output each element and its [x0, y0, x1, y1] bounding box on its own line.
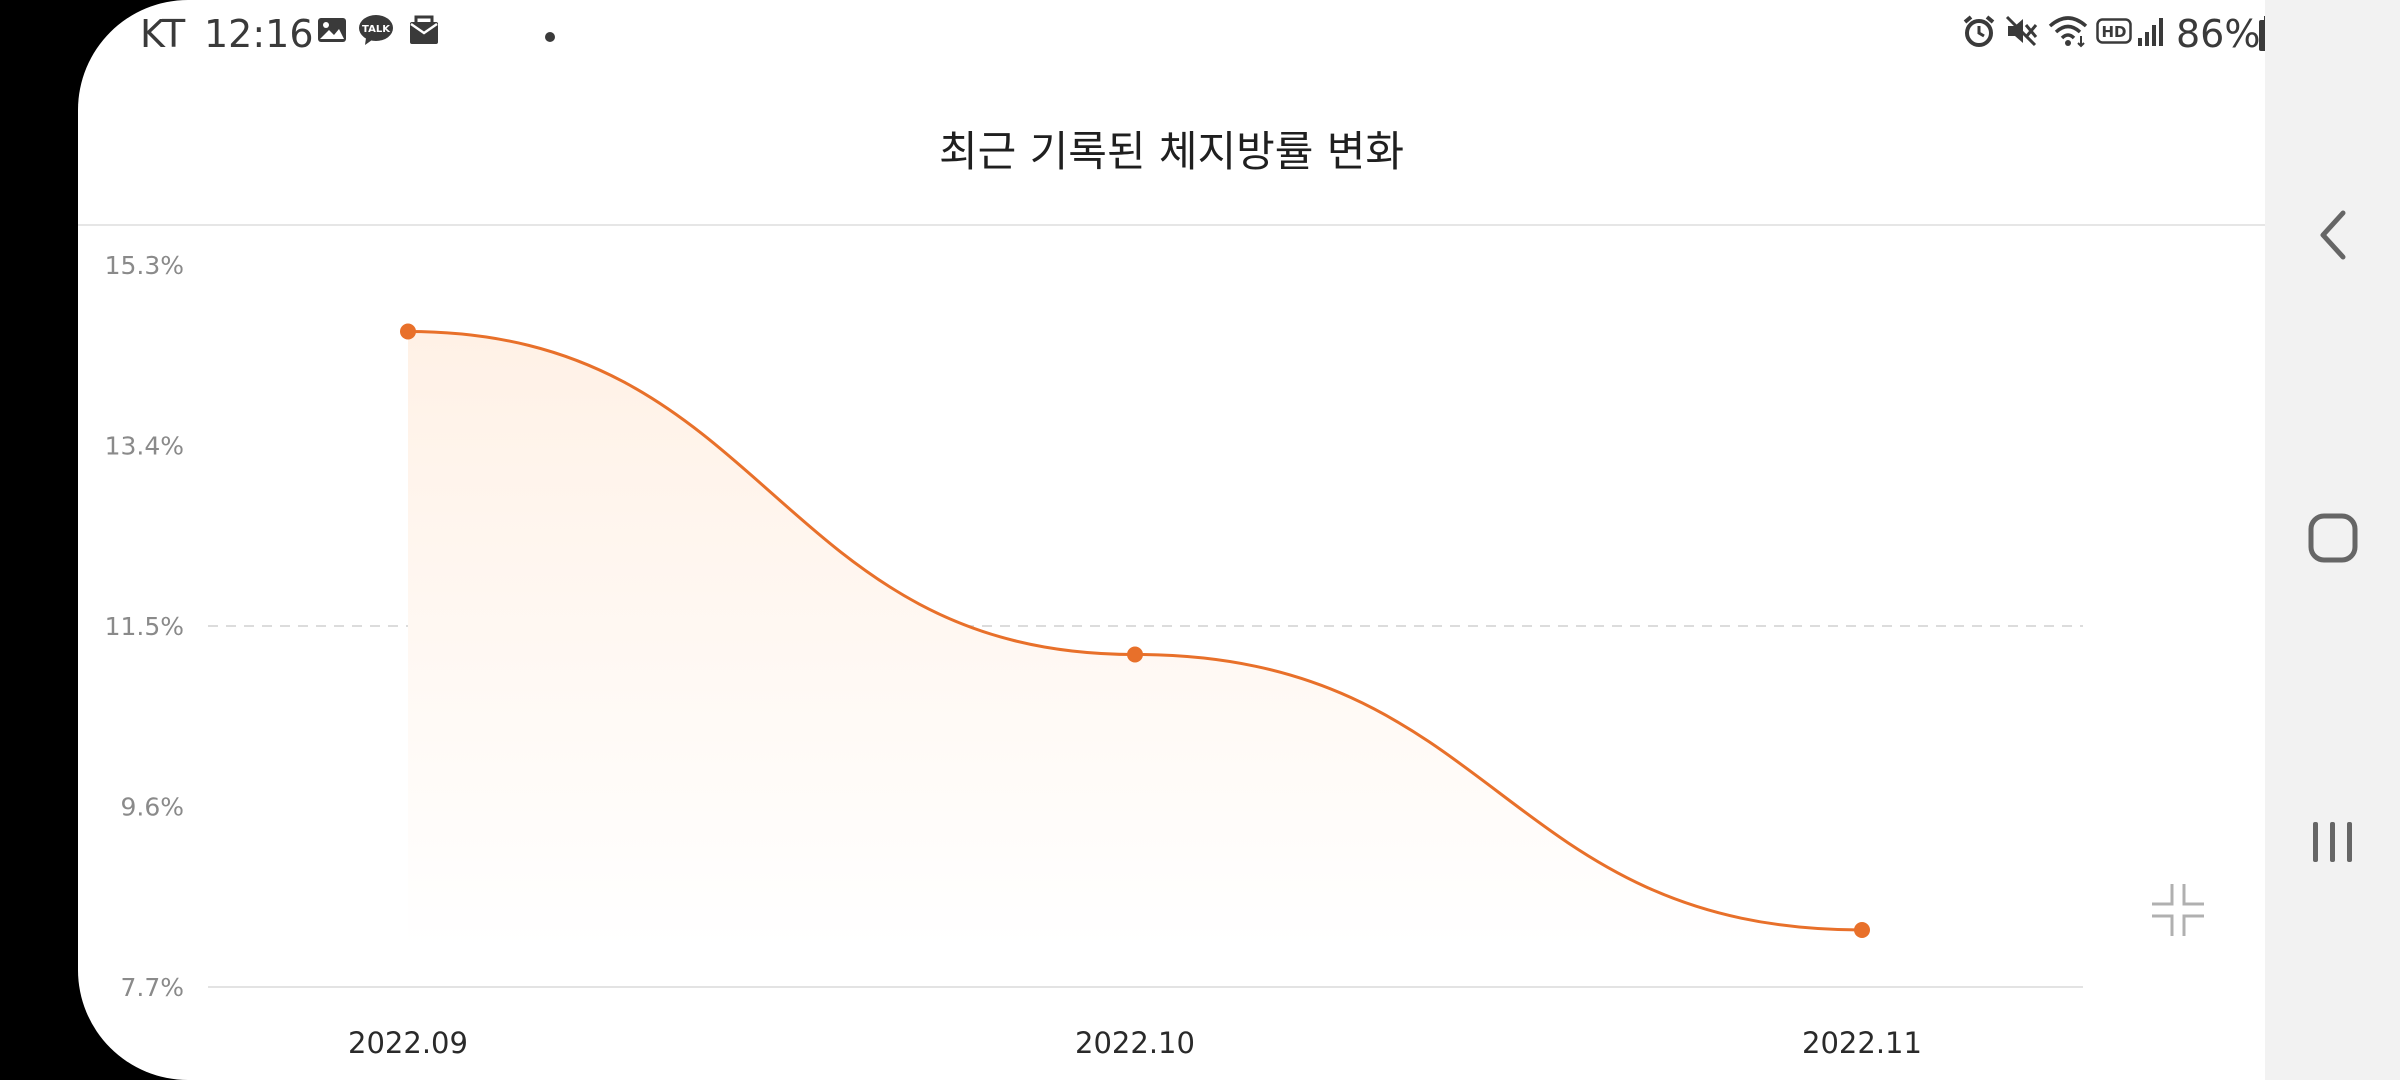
mute-icon: [2004, 14, 2038, 52]
battery-percent: 86%: [2176, 12, 2261, 56]
x-tick-label: 2022.11: [1802, 1026, 1922, 1060]
alarm-icon: [1962, 14, 1996, 52]
series-area-fill: [408, 331, 1862, 949]
x-tick-label: 2022.09: [348, 1026, 468, 1060]
wifi-icon: [2048, 14, 2088, 52]
battery-icon: [2258, 16, 2265, 56]
signal-icon: [2136, 14, 2166, 52]
navigation-bar: [2265, 0, 2400, 1080]
recents-icon[interactable]: [2265, 782, 2400, 902]
mail-icon: [408, 14, 440, 50]
clock: 12:16: [204, 12, 314, 56]
collapse-icon[interactable]: [2148, 880, 2208, 940]
home-icon[interactable]: [2265, 478, 2400, 598]
y-tick-label: 7.7%: [120, 973, 184, 1002]
svg-text:HD: HD: [2101, 23, 2126, 41]
y-tick-label: 15.3%: [105, 251, 184, 280]
chart-header: 최근 기록된 체지방률 변화: [78, 70, 2265, 226]
data-point-2022.11[interactable]: [1854, 922, 1870, 938]
talk-badge-label: TALK: [362, 24, 391, 35]
y-tick-label: 11.5%: [105, 612, 184, 641]
kakaotalk-icon: TALK: [358, 14, 394, 50]
carrier-label: KT: [140, 12, 186, 56]
status-bar: KT 12:16 TALK: [78, 0, 2265, 70]
hd-icon: HD: [2096, 18, 2132, 48]
data-point-2022.09[interactable]: [400, 323, 416, 340]
y-tick-label: 9.6%: [120, 793, 184, 822]
body-fat-chart: 15.3% 13.4% 11.5% 9.6% 7.7% 2022.09 2022.10 202…: [105, 251, 2083, 1060]
app-screen: KT 12:16 TALK: [78, 0, 2265, 1080]
back-icon[interactable]: [2265, 175, 2400, 295]
x-tick-label: 2022.10: [1075, 1026, 1195, 1060]
data-point-2022.10[interactable]: [1127, 646, 1143, 663]
page-title: 최근 기록된 체지방률 변화: [938, 127, 1405, 176]
y-tick-label: 13.4%: [105, 432, 184, 461]
gallery-icon: [316, 14, 348, 50]
dot-icon: [544, 28, 556, 47]
